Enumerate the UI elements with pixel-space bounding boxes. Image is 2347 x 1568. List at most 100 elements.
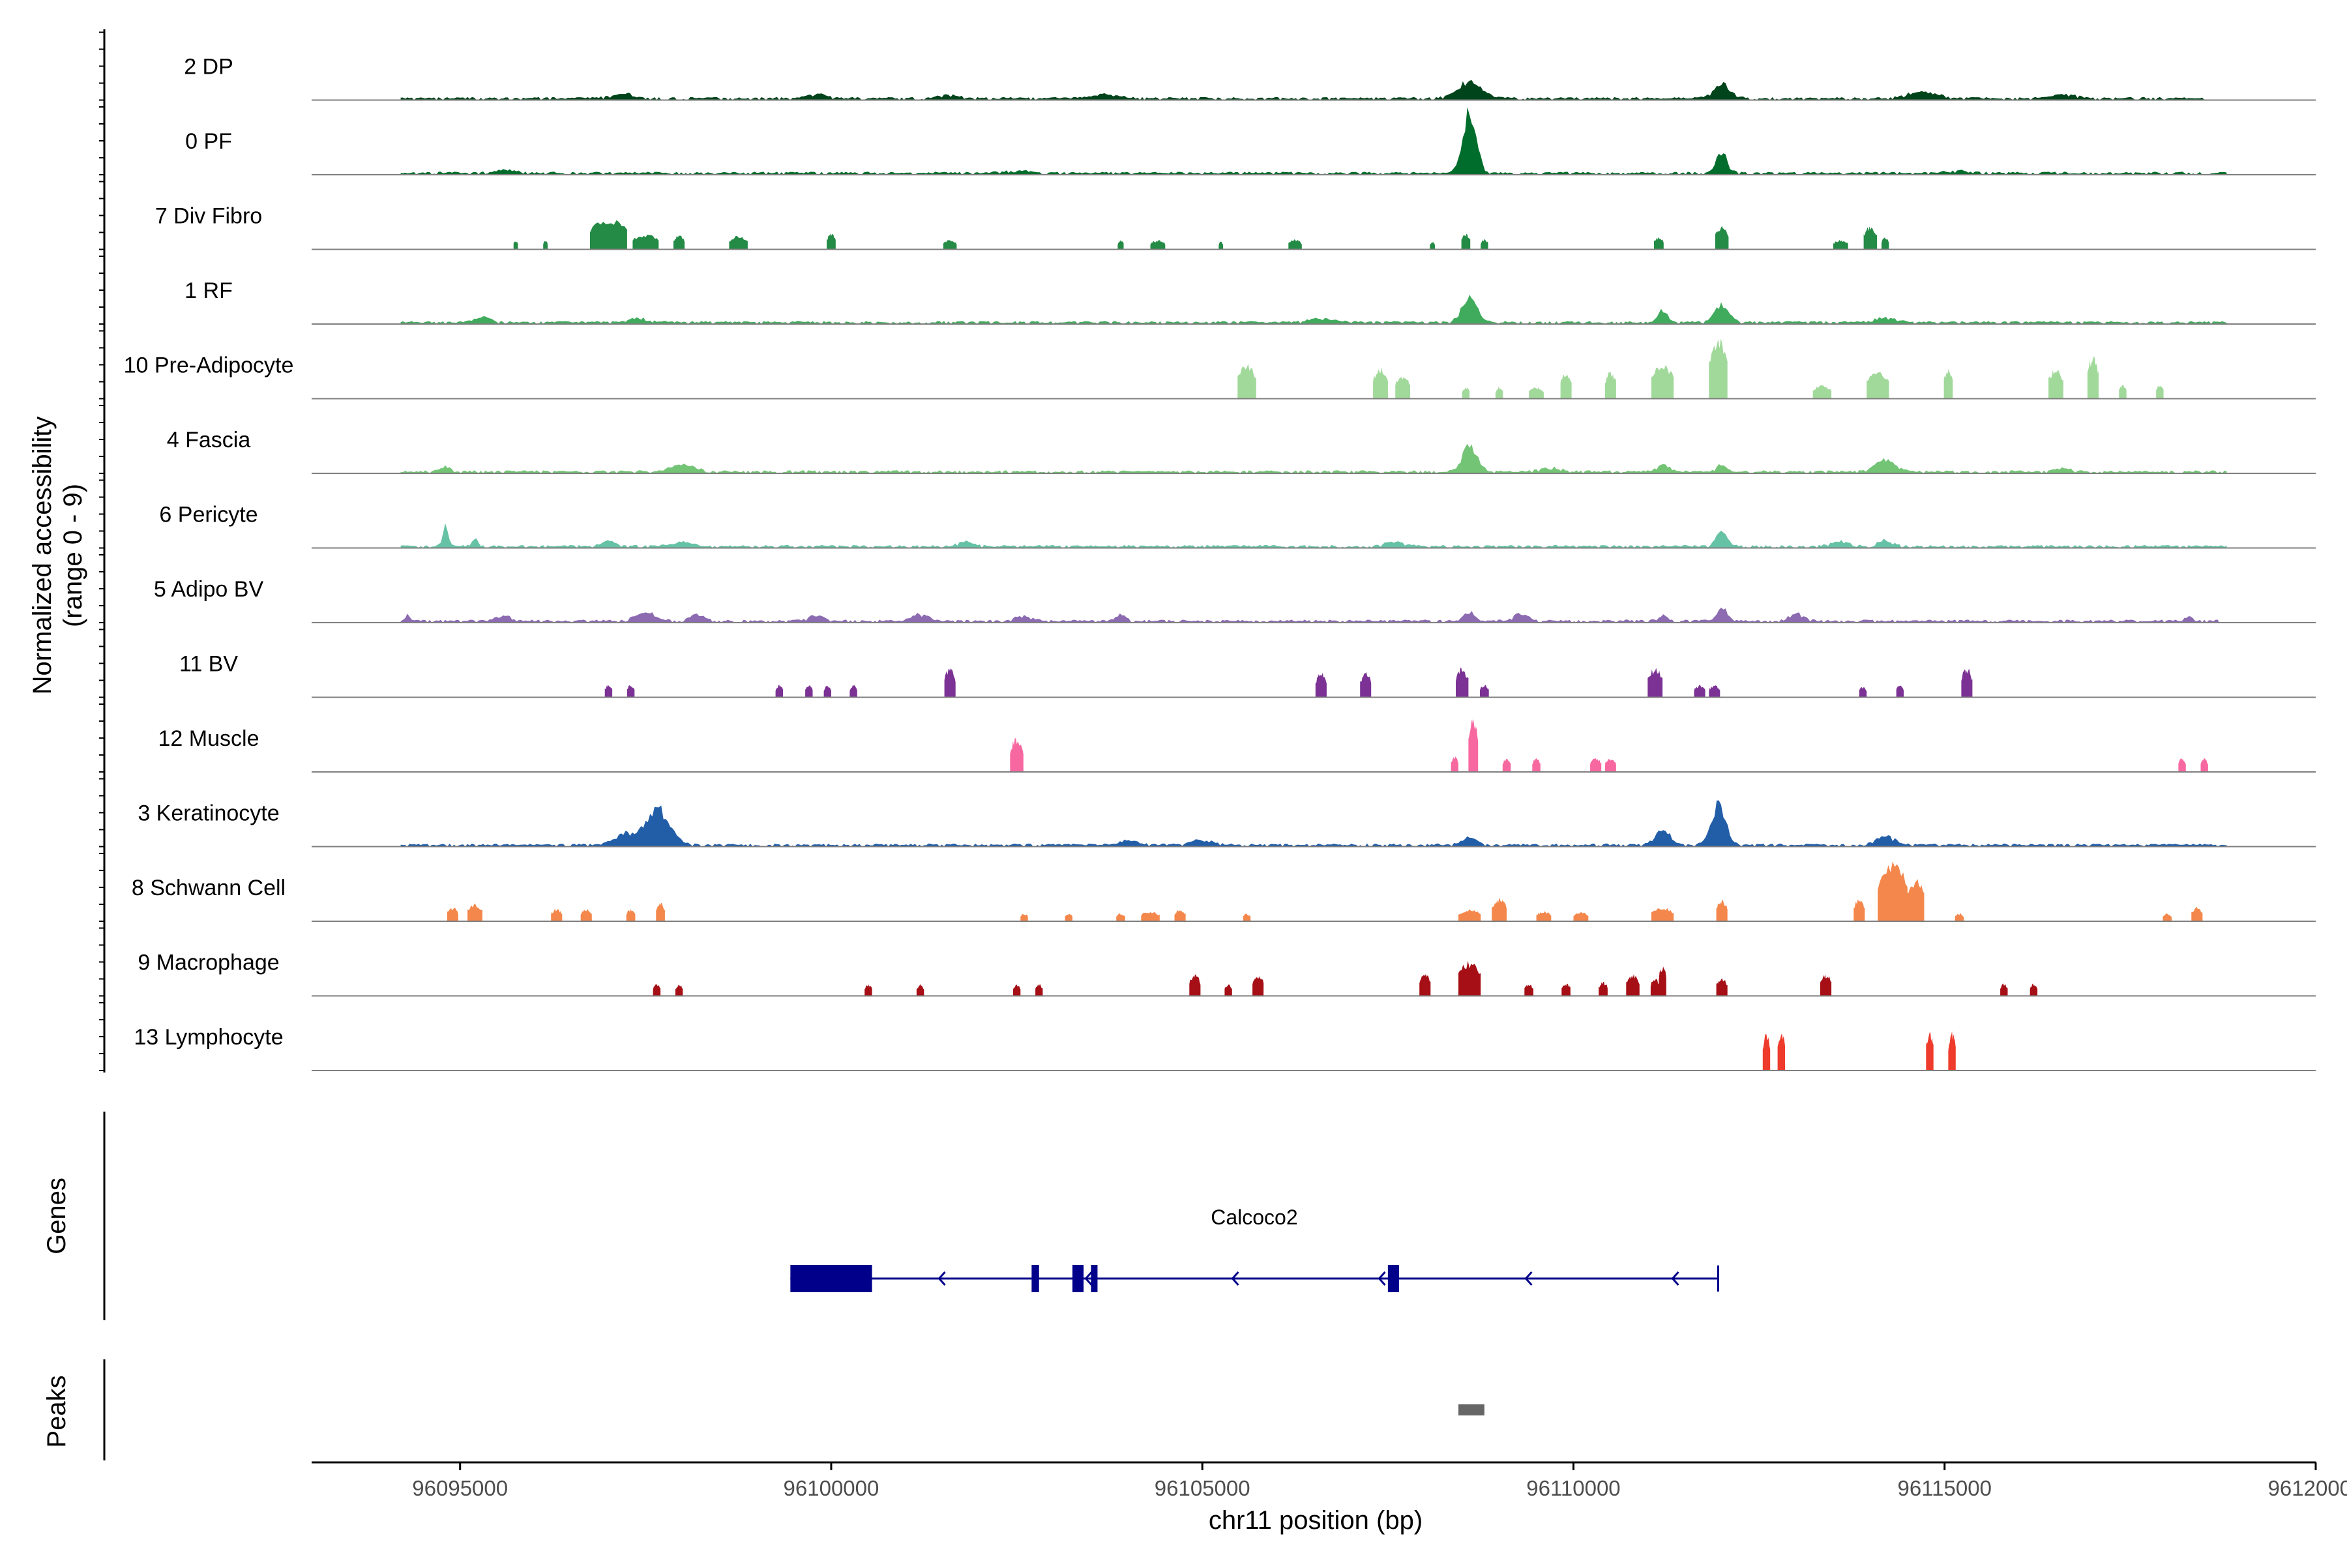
coverage-peak (543, 241, 548, 250)
x-tick-label: 96095000 (412, 1476, 508, 1500)
coverage-peak (1709, 685, 1720, 698)
x-tick-label: 96120000 (2268, 1476, 2347, 1500)
coverage-peak (1650, 979, 1660, 996)
coverage-peak (656, 903, 665, 921)
coverage-peak (1863, 226, 1878, 250)
coverage-peak (1012, 984, 1021, 996)
track-7: 6 Pericyte (159, 503, 2316, 549)
coverage-area (400, 80, 2205, 100)
coverage-peak (1150, 240, 1166, 250)
coverage-peak (1573, 911, 1589, 921)
track-label: 7 Div Fibro (155, 204, 262, 229)
exon (1072, 1265, 1084, 1292)
coverage-peak (1604, 759, 1616, 772)
y-axis-title-line1: Normalized accessibility (28, 417, 57, 695)
coverage-peak (2178, 758, 2186, 772)
coverage-peak (1943, 368, 1953, 399)
coverage-peak (1189, 974, 1201, 996)
coverage-peak (1288, 239, 1302, 250)
coverage-peak (1252, 976, 1264, 996)
coverage-peak (1458, 960, 1481, 996)
track-1: 2 DP (184, 55, 2316, 101)
coverage-peak (1116, 913, 1125, 921)
coverage-peak (1218, 241, 1224, 250)
coverage-peak (1926, 1032, 1934, 1071)
coverage-peak (823, 686, 831, 698)
coverage-peak (1590, 758, 1602, 772)
coverage-peak (1560, 374, 1572, 399)
coverage-peak (1419, 973, 1431, 996)
coverage-peak (1117, 240, 1124, 250)
coverage-peak (1481, 239, 1488, 250)
peaks-panel-label: Peaks (42, 1375, 71, 1447)
coverage-peak (1536, 911, 1552, 921)
coverage-peak (1480, 685, 1489, 698)
strand-arrow (1524, 1271, 1533, 1286)
track-12: 8 Schwann Cell (132, 861, 2316, 922)
coverage-peak (2000, 983, 2008, 996)
coverage-peak (1395, 376, 1410, 399)
track-label: 11 BV (179, 652, 238, 677)
coverage-peak (1502, 758, 1511, 772)
strand-arrow (1378, 1271, 1386, 1286)
x-axis-title: chr11 position (bp) (1209, 1506, 1423, 1535)
coverage-peak (1716, 900, 1728, 921)
coverage-peak (1243, 913, 1251, 921)
coverage-peak (1141, 911, 1160, 921)
coverage-peak (589, 220, 627, 250)
x-tick-label: 96110000 (1526, 1476, 1620, 1500)
coverage-peak (1859, 687, 1867, 698)
coverage-peak (1833, 240, 1848, 250)
coverage-peak (1529, 387, 1544, 399)
coverage-peak (1010, 738, 1024, 772)
coverage-peak (1468, 719, 1479, 772)
strand-arrow (1231, 1271, 1239, 1286)
coverage-peak (805, 685, 813, 698)
coverage-peak (1654, 237, 1664, 250)
coverage-peak (1461, 233, 1471, 250)
coverage-peak (729, 235, 748, 250)
exon (1031, 1265, 1039, 1292)
coverage-area (400, 608, 2219, 623)
coverage-peak (1853, 899, 1865, 921)
x-tick-label: 96100000 (784, 1476, 879, 1500)
coverage-peak (943, 240, 957, 250)
coverage-peak (604, 685, 613, 698)
coverage-peak (513, 241, 518, 250)
coverage-peak (673, 235, 685, 250)
track-label: 5 Adipo BV (154, 577, 264, 602)
coverage-tracks: 2 DP 0 PF 7 Div Fibro 1 RF 10 Pre-Adipocyte 4… (124, 55, 2316, 1071)
gene-annotation-panel: Calcoco2 (103, 1112, 1719, 1320)
track-13: 9 Macrophage (138, 951, 2316, 997)
coverage-peak (2119, 385, 2127, 399)
coverage-peak (775, 685, 783, 698)
coverage-peak (1224, 984, 1232, 996)
coverage-peak (1955, 913, 1964, 921)
exon (790, 1265, 872, 1292)
coverage-peak (1715, 226, 1729, 250)
y-axis (99, 29, 106, 1072)
coverage-peak (551, 909, 563, 921)
coverage-peak (2087, 356, 2099, 399)
coverage-peak (2030, 983, 2038, 996)
track-10: 12 Muscle (158, 719, 2316, 773)
coverage-peak (944, 668, 956, 698)
coverage-peak (1599, 981, 1608, 996)
track-label: 10 Pre-Adipocyte (124, 353, 294, 378)
x-tick-label: 96115000 (1898, 1476, 1992, 1500)
coverage-peak (626, 909, 636, 921)
coverage-peak (1882, 237, 1889, 250)
coverage-peak (1812, 385, 1832, 399)
coverage-peak (1896, 685, 1904, 698)
coverage-peak (627, 685, 635, 698)
coverage-peak (1867, 372, 1889, 399)
coverage-peak (2156, 385, 2164, 399)
coverage-peak (864, 984, 872, 996)
strand-arrow (1671, 1271, 1679, 1286)
track-label: 9 Macrophage (138, 951, 279, 975)
coverage-peak (1373, 367, 1388, 399)
coverage-peak (1532, 758, 1541, 772)
coverage-peak (1237, 364, 1256, 399)
coverage-peak (580, 909, 592, 921)
